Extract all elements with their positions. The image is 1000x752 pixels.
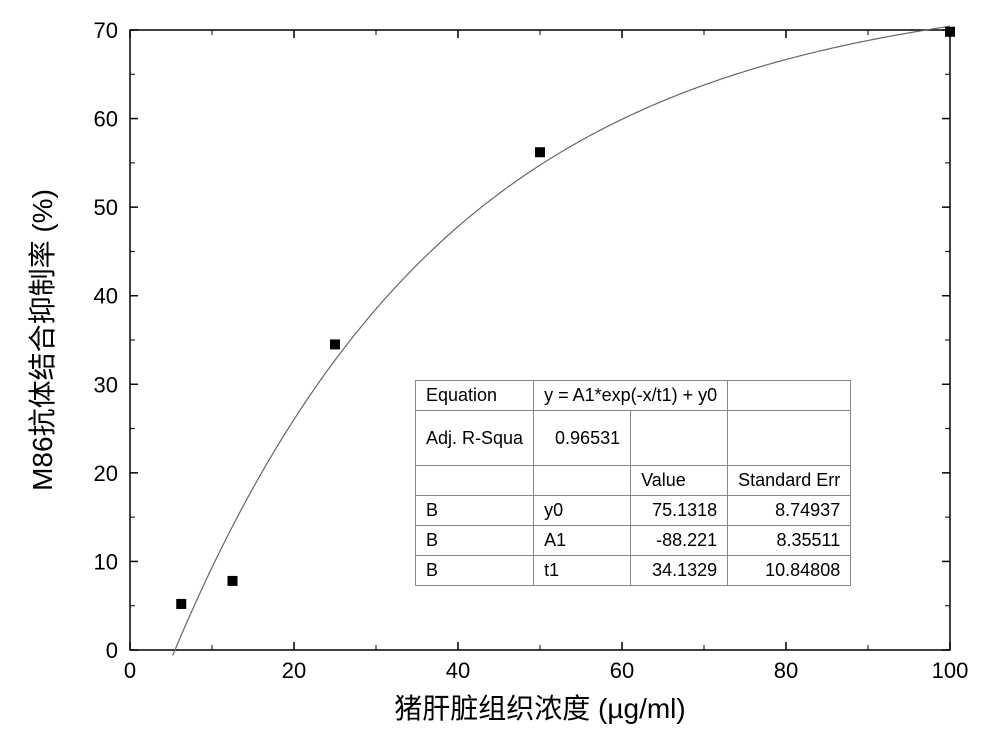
chart-svg: 0 20 40 60 80 100 0 10 20 30 40 50 60 70 猪肝脏组织浓度 (µg/m…	[0, 0, 1000, 752]
y-tick-label: 30	[94, 372, 118, 397]
data-point	[228, 576, 238, 586]
x-axis-label: 猪肝脏组织浓度 (µg/ml)	[394, 693, 685, 724]
table-cell: 75.1318	[631, 496, 728, 526]
table-cell: 8.74937	[728, 496, 851, 526]
y-axis-label: M86抗体结合抑制率 (%)	[27, 189, 58, 491]
y-tick-label: 50	[94, 195, 118, 220]
table-cell: 8.35511	[728, 526, 851, 556]
table-cell: t1	[534, 556, 631, 586]
data-point	[176, 599, 186, 609]
x-tick-label: 20	[282, 658, 306, 683]
table-cell: Value	[631, 466, 728, 496]
data-point	[330, 339, 340, 349]
x-tick-label: 0	[124, 658, 136, 683]
y-tick-label: 0	[106, 638, 118, 663]
table-cell: Adj. R-Squa	[416, 411, 534, 466]
table-cell: B	[416, 526, 534, 556]
y-tick-label: 20	[94, 461, 118, 486]
fit-parameters-table: Equationy = A1*exp(-x/t1) + y0Adj. R-Squ…	[415, 380, 851, 586]
x-tick-label: 100	[932, 658, 969, 683]
data-point	[535, 147, 545, 157]
x-tick-label: 40	[446, 658, 470, 683]
y-tick-label: 40	[94, 284, 118, 309]
table-cell: -88.221	[631, 526, 728, 556]
x-tick-label: 60	[610, 658, 634, 683]
y-tick-label: 60	[94, 107, 118, 132]
table-cell: Equation	[416, 381, 534, 411]
table-cell: B	[416, 556, 534, 586]
x-tick-label: 80	[774, 658, 798, 683]
table-cell: 10.84808	[728, 556, 851, 586]
data-point	[945, 27, 955, 37]
table-cell: Standard Err	[728, 466, 851, 496]
table-cell: B	[416, 496, 534, 526]
table-cell: y0	[534, 496, 631, 526]
table-cell	[631, 411, 728, 466]
chart-container: 0 20 40 60 80 100 0 10 20 30 40 50 60 70 猪肝脏组织浓度 (µg/m…	[0, 0, 1000, 752]
table-cell: y = A1*exp(-x/t1) + y0	[534, 381, 728, 411]
table-cell	[728, 411, 851, 466]
y-tick-label: 10	[94, 549, 118, 574]
table-cell	[534, 466, 631, 496]
table-cell	[416, 466, 534, 496]
table-cell: 0.96531	[534, 411, 631, 466]
table-cell	[728, 381, 851, 411]
table-cell: A1	[534, 526, 631, 556]
y-tick-label: 70	[94, 18, 118, 43]
table-cell: 34.1329	[631, 556, 728, 586]
